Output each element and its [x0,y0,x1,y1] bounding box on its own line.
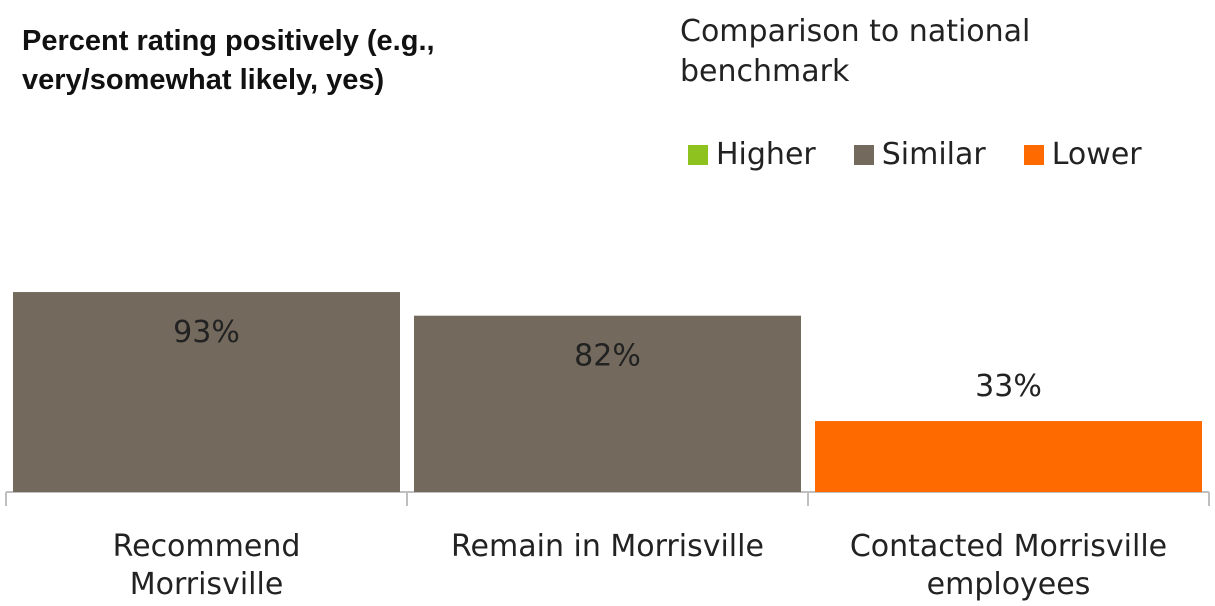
legend: Higher Similar Lower [688,137,1142,172]
legend-swatch-lower [1023,144,1044,165]
category-label: employees [927,567,1091,602]
data-label: 33% [975,369,1042,404]
category-label: Morrisville [130,567,284,602]
category-label: Recommend [113,529,301,564]
legend-swatch-higher [688,144,708,165]
bar [815,421,1202,492]
data-label: 82% [574,339,641,374]
legend-label-similar: Similar [881,137,986,172]
bar [13,292,400,492]
legend-label-lower: Lower [1051,137,1142,172]
legend-item-lower: Lower [1023,137,1142,172]
legend-item-similar: Similar [853,137,986,172]
data-label: 93% [173,315,240,350]
legend-item-higher: Higher [688,137,816,172]
bar [414,315,801,492]
category-label: Remain in Morrisville [451,529,764,564]
chart-title: Percent rating positively (e.g., very/so… [22,25,435,96]
legend-label-higher: Higher [716,137,816,172]
category-label: Contacted Morrisville [850,529,1167,564]
legend-swatch-similar [853,144,874,165]
legend-title: Comparison to national benchmark [680,14,1031,89]
